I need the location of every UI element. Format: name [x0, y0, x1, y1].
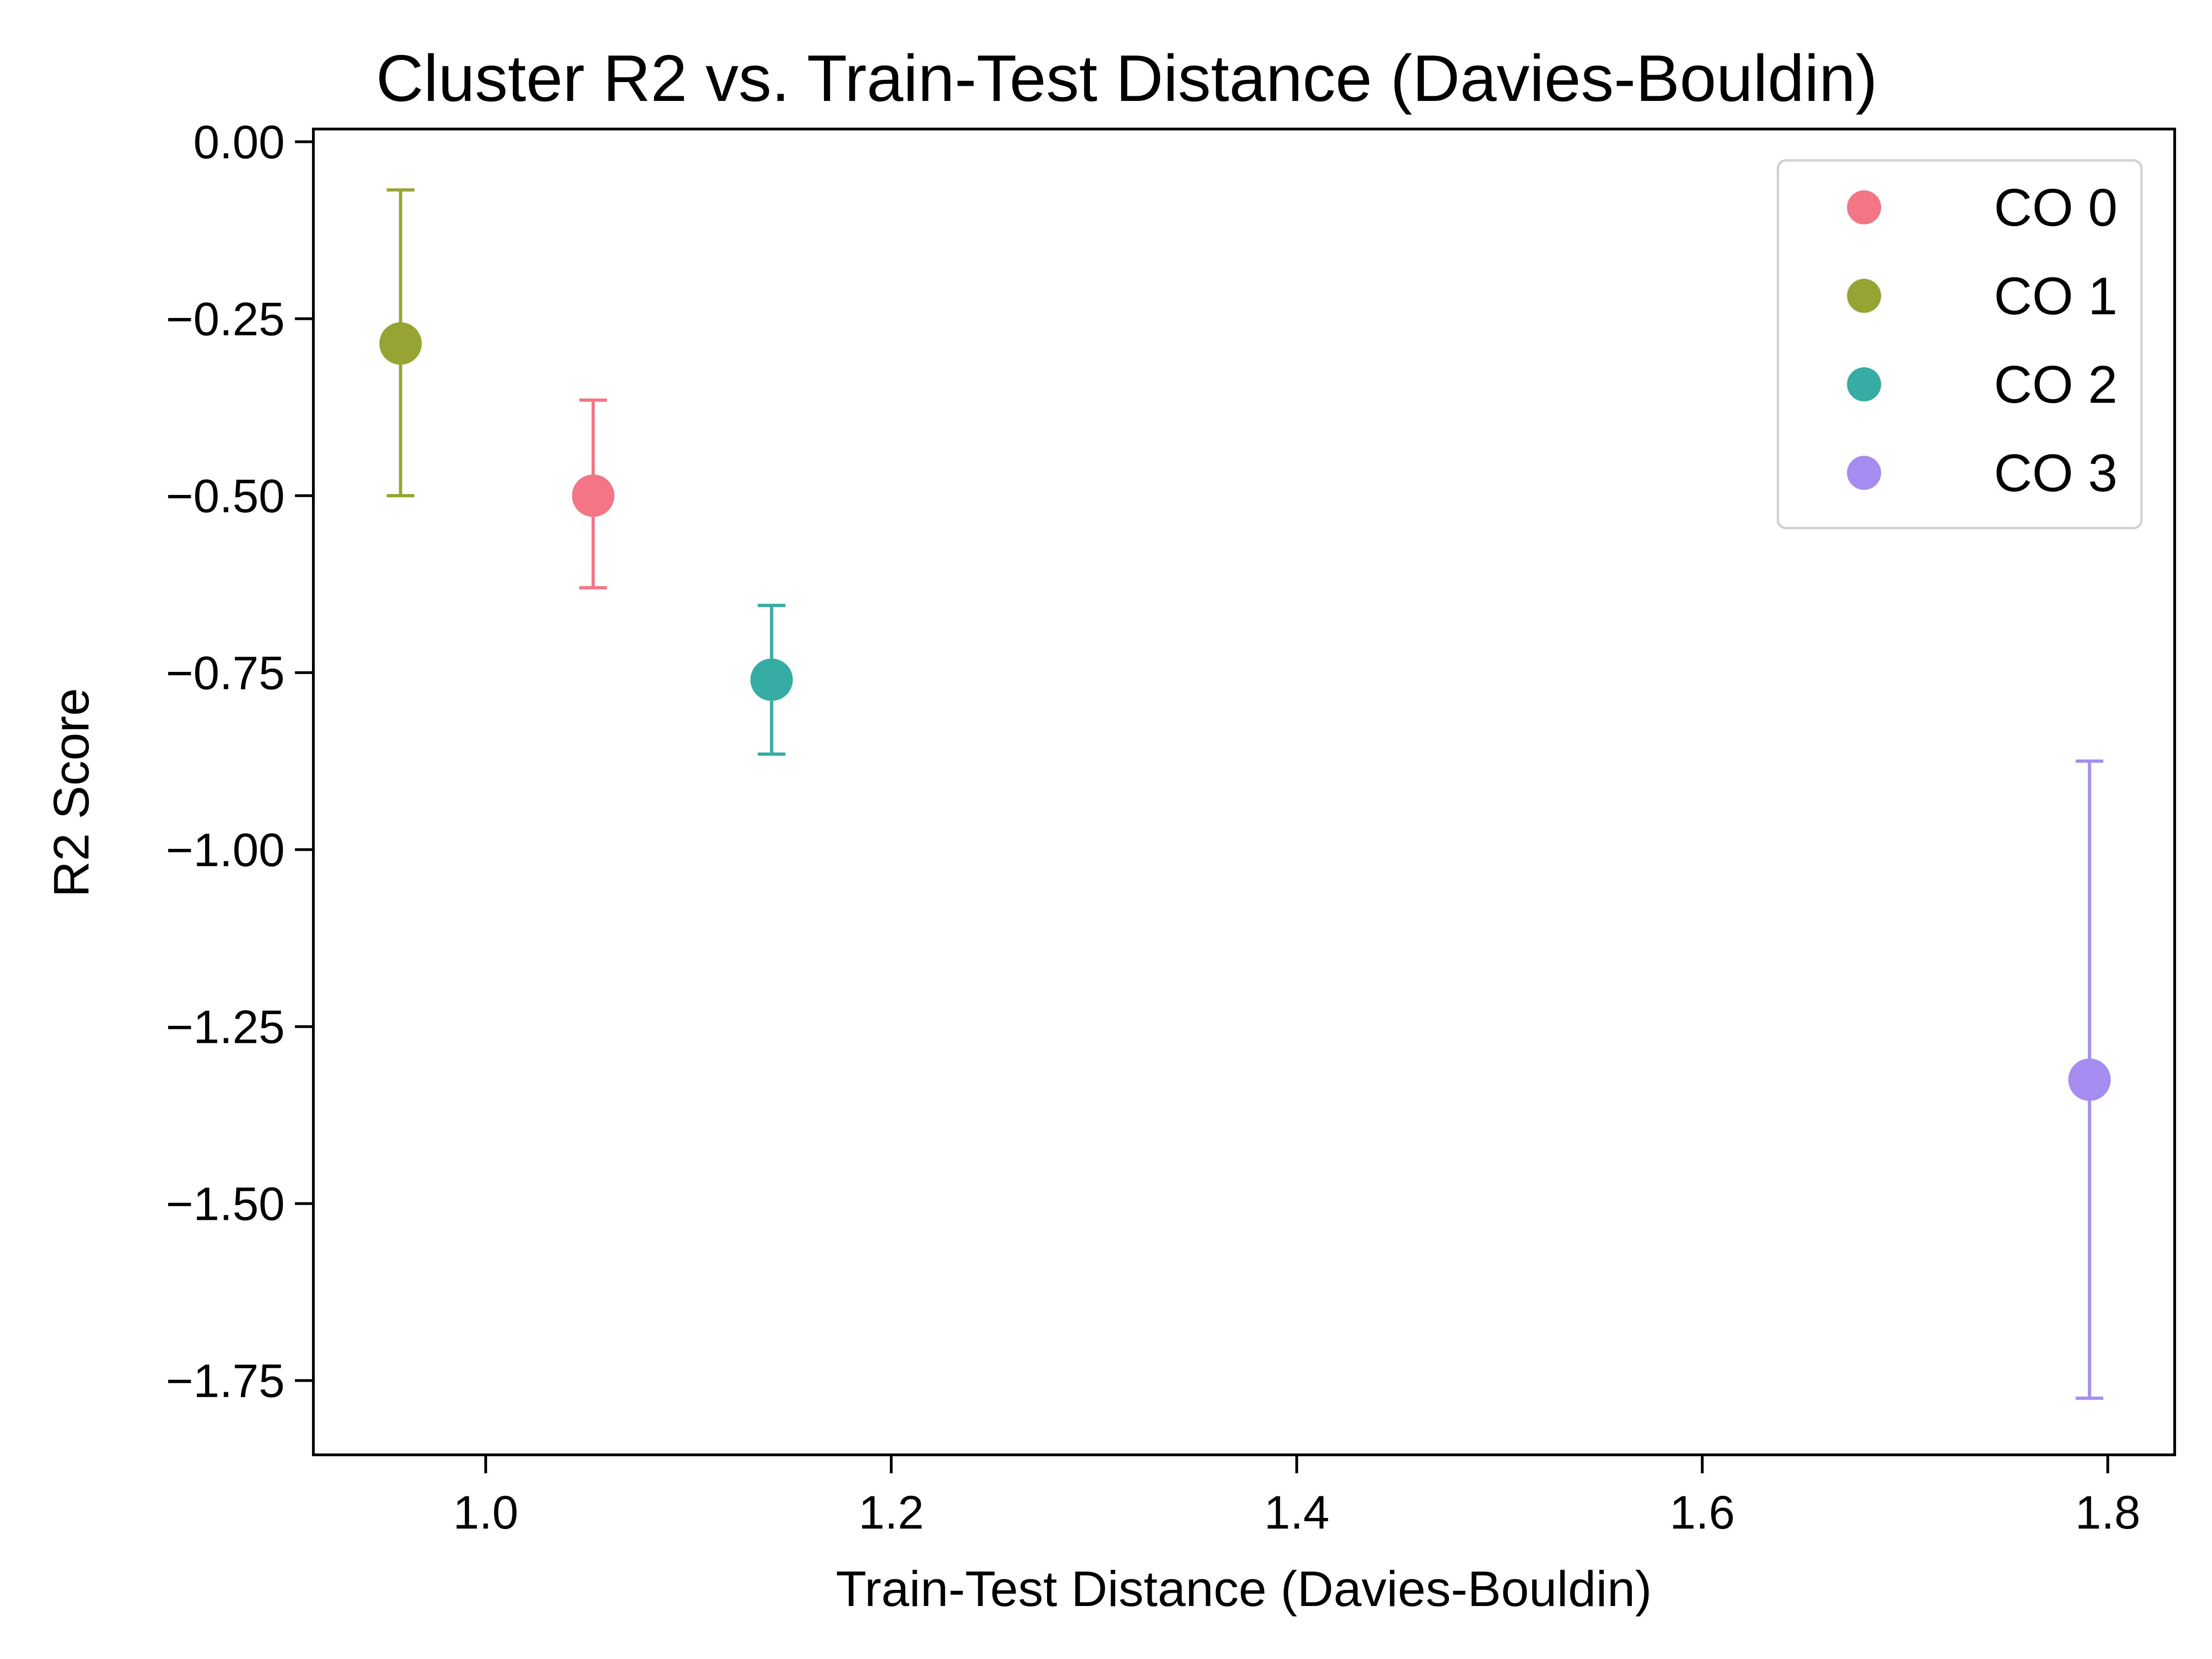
legend-label: CO 2: [1994, 355, 2118, 414]
y-tick-label: −0.25: [166, 293, 285, 346]
legend-item: CO 0: [1847, 178, 2118, 237]
legend-item: CO 3: [1847, 444, 2118, 503]
legend-marker: [1847, 456, 1881, 490]
y-tick-label: −1.25: [166, 1001, 285, 1053]
series-co-0: [572, 398, 615, 589]
x-axis-label: Train-Test Distance (Davies-Bouldin): [836, 1561, 1652, 1617]
x-tick-label: 1.2: [859, 1486, 924, 1539]
y-tick-label: 0.00: [193, 116, 285, 169]
y-tick-label: −0.75: [166, 647, 285, 700]
y-tick-label: −1.00: [166, 824, 285, 877]
y-tick-label: −1.75: [166, 1355, 285, 1407]
legend-marker: [1847, 367, 1881, 401]
legend-marker: [1847, 279, 1881, 313]
y-axis-ticks: 0.00 −0.25 −0.50 −0.75 −1.00 −1.25 −1.50 −1.75: [166, 116, 313, 1407]
chart-title: Cluster R2 vs. Train-Test Distance (Davi…: [376, 42, 1877, 115]
legend-label: CO 3: [1994, 444, 2118, 503]
legend-item: CO 2: [1847, 355, 2118, 414]
series-co-2: [750, 604, 793, 756]
legend-label: CO 0: [1994, 178, 2118, 237]
series-co-1: [379, 188, 422, 498]
data-point: [750, 659, 793, 701]
data-point: [572, 474, 615, 517]
y-axis-label: R2 Score: [43, 688, 100, 897]
x-tick-label: 1.8: [2075, 1486, 2141, 1539]
series-co-3: [2068, 759, 2111, 1400]
y-tick-label: −1.50: [166, 1178, 285, 1230]
data-point: [379, 322, 422, 365]
plot-frame: [312, 128, 2176, 1456]
legend: CO 0 CO 1 CO 2 CO 3: [1777, 159, 2143, 529]
legend-marker: [1847, 190, 1881, 224]
x-axis-ticks: 1.0 1.2 1.4 1.6 1.8: [453, 1455, 2141, 1539]
x-tick-label: 1.0: [453, 1486, 518, 1539]
x-tick-label: 1.6: [1670, 1486, 1735, 1539]
legend-label: CO 1: [1994, 267, 2118, 326]
legend-item: CO 1: [1847, 267, 2118, 326]
y-tick-label: −0.50: [166, 470, 285, 523]
data-point: [2068, 1058, 2111, 1101]
x-tick-label: 1.4: [1264, 1486, 1330, 1539]
data-layer: [379, 188, 2111, 1400]
legend-box: [1777, 159, 2143, 529]
